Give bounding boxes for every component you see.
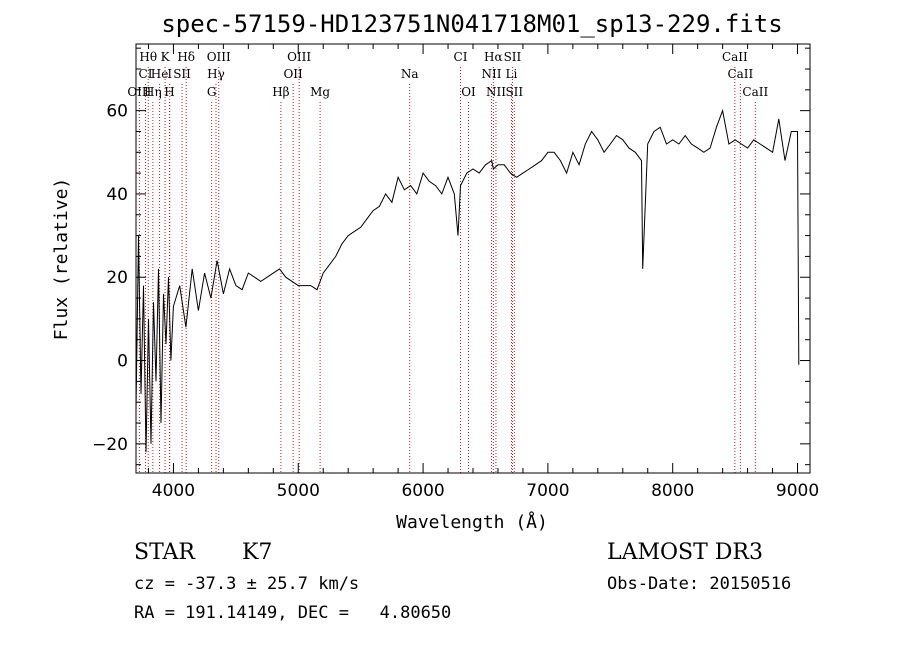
spectral-line-label-13: Hγ: [207, 67, 225, 81]
x-tick-label-3: 7000: [526, 481, 569, 501]
spectral-line-label-28: CaII: [742, 85, 768, 99]
spectral-line-label-3: OIII: [207, 50, 231, 64]
spectral-line-label-2: Hδ: [177, 50, 195, 64]
spectral-line-label-27: SII: [505, 85, 523, 99]
object-subclass: K7: [242, 540, 273, 565]
y-tick-label-2: 20: [106, 268, 128, 288]
y-tick-label-0: −20: [92, 435, 128, 455]
spectral-line-label-18: CaII: [727, 67, 753, 81]
spectral-line-label-5: CI: [454, 50, 468, 64]
spectral-line-label-25: OI: [461, 85, 476, 99]
spectral-line-label-23: Hβ: [272, 85, 289, 99]
spectral-line-label-15: Na: [401, 67, 419, 81]
x-axis-label: Wavelength (Å): [396, 511, 548, 533]
y-tick-label-1: 0: [117, 352, 128, 372]
spectral-line-label-20: Hη: [144, 85, 162, 99]
spectral-line-label-16: NII: [481, 67, 501, 81]
spectrum-line-0: [135, 108, 800, 453]
spectrum-series: [135, 108, 800, 453]
spectral-lines: [138, 67, 756, 473]
spectral-line-label-24: Mg: [310, 85, 330, 99]
spectral-line-label-9: CI: [139, 67, 153, 81]
spectral-line-label-12: SII: [173, 67, 191, 81]
spectral-line-label-8: CaII: [722, 50, 748, 64]
axis-ticks: 4000 5000 6000 7000 8000 9000 −20 0 20 40 60: [92, 44, 819, 501]
spectral-line-label-19: OIII: [127, 85, 151, 99]
x-tick-label-4: 8000: [651, 481, 694, 501]
x-tick-label-2: 6000: [401, 481, 444, 501]
observation-date: Obs-Date: 20150516: [607, 574, 792, 594]
spectral-line-label-22: G: [207, 85, 217, 99]
redshift-cz: cz = -37.3 ± 25.7 km/s: [134, 574, 360, 594]
spectral-line-label-26: NII: [486, 85, 506, 99]
spectral-line-label-14: OII: [283, 67, 303, 81]
spectral-line-label-1: K: [161, 50, 171, 64]
spectral-line-label-17: Li: [506, 67, 518, 81]
spectral-line-label-7: SII: [504, 50, 522, 64]
spectral-line-label-21: H: [164, 85, 174, 99]
spectral-line-label-6: Hα: [484, 50, 503, 64]
x-tick-label-5: 9000: [776, 481, 819, 501]
chart-title: spec-57159-HD123751N041718M01_sp13-229.f…: [161, 10, 782, 38]
x-tick-label-1: 5000: [277, 481, 320, 501]
plot-frame: [135, 43, 811, 474]
spectral-line-label-4: OIII: [287, 50, 311, 64]
survey-name: LAMOST DR3: [607, 540, 763, 565]
x-tick-label-0: 4000: [152, 481, 195, 501]
y-tick-label-3: 40: [106, 185, 128, 205]
spectral-line-label-11: I: [167, 67, 172, 81]
spectral-line-label-10: He: [151, 67, 169, 81]
y-axis-label: Flux (relative): [51, 178, 72, 341]
object-class: STAR: [134, 540, 195, 565]
coordinates: RA = 191.14149, DEC = 4.80650: [134, 603, 452, 623]
spectral-line-label-0: Hθ: [139, 50, 157, 64]
y-tick-label-4: 60: [106, 102, 128, 122]
